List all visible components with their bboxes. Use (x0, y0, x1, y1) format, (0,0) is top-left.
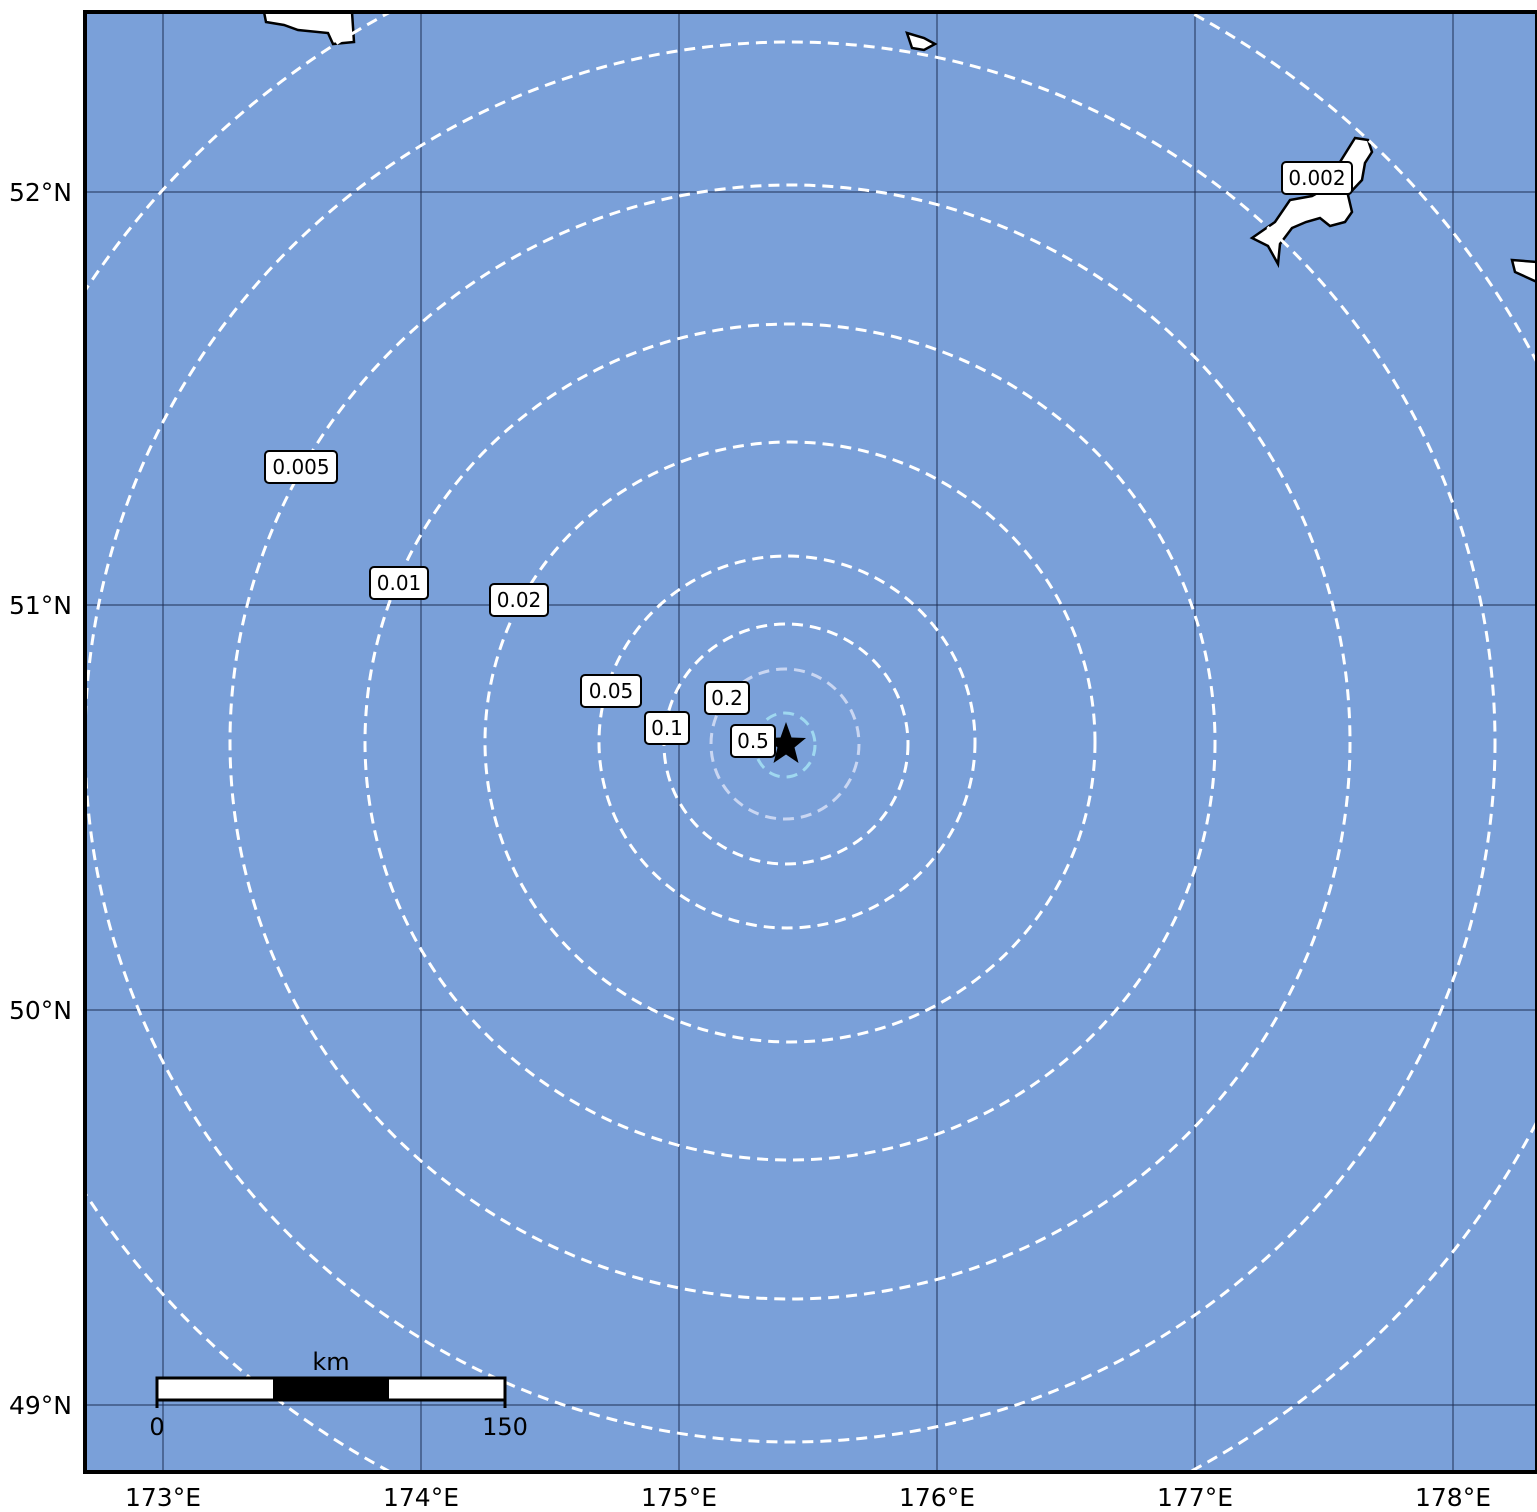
scale-bar: km 0 150 (149, 1348, 528, 1441)
longitude-axis: 173°E 174°E 175°E 176°E 177°E 178°E (125, 1483, 1491, 1512)
ocean-area (85, 12, 1537, 1472)
contour-label: 0.05 (580, 674, 642, 708)
longitude-tick-label: 175°E (641, 1483, 717, 1512)
contour-label: 0.01 (369, 566, 429, 600)
contour-0.005 (228, 183, 1352, 1301)
latitude-axis: 52°N 51°N 50°N 49°N (9, 178, 72, 1420)
contour-0.2 (709, 667, 861, 821)
contour-0.01 (363, 322, 1217, 1162)
contour-0.05 (597, 554, 977, 930)
contour-label-text: 0.005 (272, 455, 329, 479)
contour-label-text: 0.5 (737, 729, 769, 753)
contour-label: 0.02 (489, 583, 549, 617)
contour-label-text: 0.1 (651, 716, 683, 740)
latitude-tick-label: 49°N (9, 1391, 72, 1420)
contour-label: 0.2 (704, 681, 750, 715)
scale-end: 150 (482, 1413, 528, 1441)
contour-label-text: 0.002 (1288, 166, 1345, 190)
contour-label: 0.5 (730, 724, 776, 758)
longitude-tick-label: 178°E (1415, 1483, 1491, 1512)
longitude-tick-label: 176°E (899, 1483, 975, 1512)
map-frame (83, 10, 1537, 1474)
contour-label-text: 0.05 (589, 679, 634, 703)
contour-label-text: 0.2 (711, 686, 743, 710)
longitude-tick-label: 174°E (383, 1483, 459, 1512)
star-icon (766, 722, 806, 763)
contour-label: 0.1 (644, 711, 690, 745)
latitude-tick-label: 51°N (9, 591, 72, 620)
latitude-tick-label: 52°N (9, 178, 72, 207)
longitude-tick-label: 177°E (1157, 1483, 1233, 1512)
contour-label-text: 0.02 (497, 588, 542, 612)
contour-labels: 0.002 0.005 0.01 0.02 0.05 0.1 0.2 0.5 (264, 161, 1353, 758)
contour-label-text: 0.01 (377, 571, 422, 595)
contour-label: 0.002 (1281, 161, 1353, 195)
island-top-left (262, 12, 356, 46)
scale-unit: km (312, 1348, 349, 1376)
contour-0.002 (85, 40, 1497, 1444)
latitude-tick-label: 50°N (9, 996, 72, 1025)
island-right-edge (1510, 258, 1537, 284)
graticule (85, 12, 1537, 1472)
longitude-tick-label: 173°E (125, 1483, 201, 1512)
contour-0.02 (483, 440, 1097, 1044)
scale-start: 0 (149, 1413, 164, 1441)
island-top-center (905, 31, 938, 52)
contour-label: 0.005 (264, 450, 338, 484)
